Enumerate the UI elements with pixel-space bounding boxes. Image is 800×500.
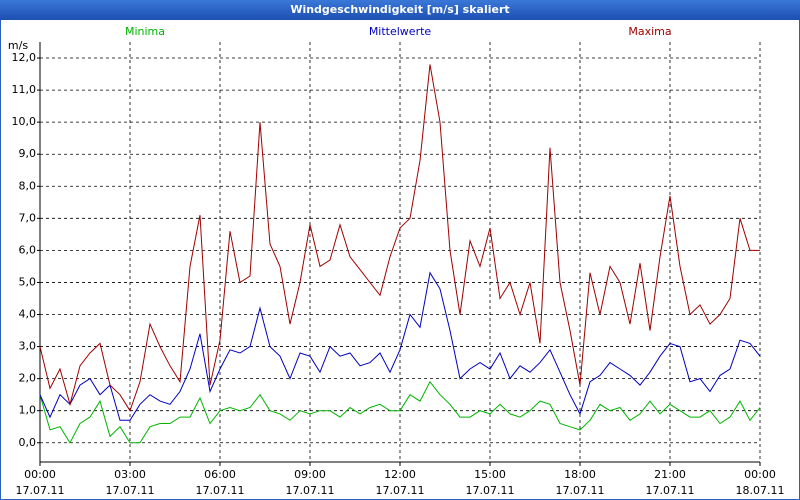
x-tick-label: 12:00 [384,468,416,481]
y-tick-label: 11,0 [12,83,37,96]
y-tick-label: 1,0 [19,404,37,417]
x-tick-label: 00:00 [744,468,776,481]
legend-label: Minima [125,25,165,38]
x-tick-date: 17.07.11 [376,484,425,497]
x-tick-date: 17.07.11 [286,484,335,497]
y-tick-label: 10,0 [12,115,37,128]
x-tick-date: 17.07.11 [196,484,245,497]
series-line [39,380,761,444]
title-bar [0,0,800,20]
x-tick-label: 06:00 [204,468,236,481]
y-tick-label: 12,0 [12,51,37,64]
x-tick-date: 18.07.11 [736,484,785,497]
y-tick-label: 8,0 [19,179,37,192]
y-tick-label: 6,0 [19,243,37,256]
x-tick-date: 17.07.11 [466,484,515,497]
x-tick-date: 17.07.11 [106,484,155,497]
legend-label: Maxima [628,25,671,38]
x-tick-label: 00:00 [24,468,56,481]
y-tick-label: 9,0 [19,147,37,160]
y-tick-label: 3,0 [19,340,37,353]
y-tick-label: 0,0 [19,436,37,449]
y-tick-label: 5,0 [19,275,37,288]
x-tick-label: 21:00 [654,468,686,481]
x-tick-date: 17.07.11 [646,484,695,497]
y-tick-label: 7,0 [19,211,37,224]
legend-label: Mittelwerte [369,25,432,38]
x-tick-label: 18:00 [564,468,596,481]
y-unit-label: m/s [8,39,28,52]
x-tick-label: 15:00 [474,468,506,481]
series-line [39,271,761,421]
x-tick-label: 09:00 [294,468,326,481]
series-line [39,64,760,412]
chart-title: Windgeschwindigkeit [m/s] skaliert [290,3,509,16]
y-tick-label: 4,0 [19,308,37,321]
x-tick-date: 17.07.11 [556,484,605,497]
x-tick-label: 03:00 [114,468,146,481]
y-tick-label: 2,0 [19,372,37,385]
x-tick-date: 17.07.11 [16,484,65,497]
